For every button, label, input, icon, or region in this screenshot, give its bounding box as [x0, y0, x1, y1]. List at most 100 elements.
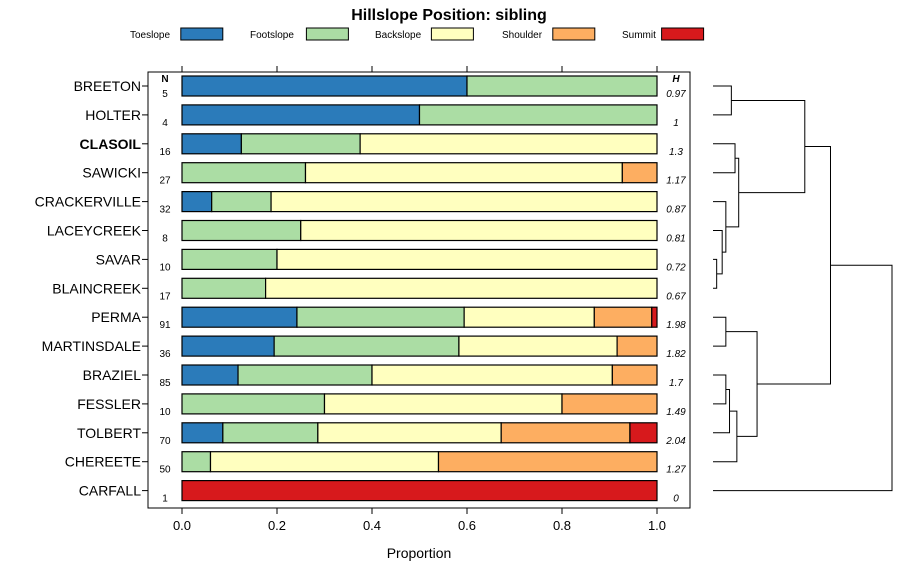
bar-clasoil-footslope — [240, 133, 361, 155]
plot-frame — [147, 71, 691, 509]
legend-item-backslope: Backslope — [375, 27, 474, 41]
row-h: 0.87 — [666, 205, 686, 216]
row-name: PERMA — [91, 309, 141, 325]
dendrogram-link-10 — [713, 410, 738, 463]
bar-braziel-footslope — [237, 364, 373, 386]
dendrogram-link-9 — [713, 388, 731, 434]
dendrogram-link-3 — [713, 143, 736, 174]
dendrogram-link-6 — [731, 99, 806, 194]
legend-swatch-summit — [661, 27, 705, 41]
dendrogram-link-7 — [713, 316, 727, 347]
row-n: 50 — [159, 465, 171, 476]
bar-sawicki-footslope — [181, 162, 307, 184]
bar-sawicki-shoulder — [621, 162, 658, 184]
bar-fessler-shoulder — [561, 393, 658, 415]
bar-perma-summit — [651, 306, 658, 328]
dendrogram — [713, 85, 893, 492]
rows: BREETON 5 0.97 HOLTER 4 1 CLASOIL 16 1.3 SAWICKI 2… — [35, 75, 686, 505]
bar-tolbert-footslope — [222, 422, 319, 444]
dendrogram-link-12 — [757, 146, 831, 385]
row-name: CRACKERVILLE — [35, 194, 141, 210]
row-h: 1.17 — [666, 176, 686, 187]
row-clasoil: CLASOIL 16 1.3 — [80, 133, 683, 158]
bar-tolbert-toeslope — [181, 422, 224, 444]
row-n: 91 — [159, 320, 171, 331]
row-sawicki: SAWICKI 27 1.17 — [82, 162, 686, 187]
row-h: 0.97 — [666, 89, 686, 100]
row-name: TOLBERT — [77, 425, 142, 441]
legend-swatch-backslope — [430, 27, 474, 41]
row-name: BLAINCREEK — [52, 280, 141, 296]
row-name: CARFALL — [79, 483, 141, 499]
row-name: HOLTER — [85, 107, 141, 123]
bar-laceycreek-footslope — [181, 219, 302, 242]
bar-martinsdale-footslope — [273, 335, 460, 357]
row-h: 1.49 — [666, 407, 686, 418]
row-crackerville: CRACKERVILLE 32 0.87 — [35, 191, 686, 216]
bar-clasoil-backslope — [359, 133, 658, 155]
row-h: 0 — [673, 494, 679, 505]
chart-title: Hillslope Position: sibling — [351, 7, 547, 24]
row-n: 32 — [159, 205, 171, 216]
row-laceycreek: LACEYCREEK 8 0.81 — [47, 219, 686, 245]
dendrogram-link-0 — [713, 258, 718, 289]
row-n: 17 — [159, 291, 171, 302]
row-savar: SAVAR 10 0.72 — [96, 248, 686, 273]
row-name: BRAZIEL — [83, 367, 142, 383]
row-n: 85 — [159, 378, 171, 389]
bar-perma-backslope — [463, 306, 595, 328]
row-n: 5 — [162, 89, 168, 100]
bar-carfall-summit — [181, 480, 658, 502]
bar-braziel-backslope — [371, 364, 613, 386]
row-h: 0.72 — [666, 262, 686, 273]
row-blaincreek: BLAINCREEK 17 0.67 — [52, 277, 686, 302]
row-martinsdale: MARTINSDALE 36 1.82 — [42, 335, 686, 360]
bar-blaincreek-footslope — [181, 277, 267, 299]
dendrogram-link-1 — [713, 230, 723, 275]
row-n: 36 — [159, 349, 171, 360]
dendrogram-link-2 — [713, 201, 727, 253]
bar-braziel-toeslope — [181, 364, 239, 386]
row-h: 1.82 — [666, 349, 686, 360]
x-axis: 0.0 0.2 0.4 0.6 0.8 1.0 — [173, 66, 666, 533]
row-n: 10 — [159, 262, 171, 273]
dendrogram-link-11 — [725, 331, 758, 437]
row-holter: HOLTER 4 1 — [85, 104, 679, 129]
legend-label-summit: Summit — [622, 30, 656, 41]
x-tick-label-5: 1.0 — [648, 518, 666, 533]
row-name: MARTINSDALE — [42, 338, 141, 354]
row-h: 0.81 — [666, 234, 685, 245]
bar-holter-footslope — [418, 104, 658, 126]
bar-tolbert-backslope — [317, 422, 502, 444]
bar-perma-toeslope — [181, 306, 298, 328]
bar-holter-toeslope — [181, 104, 421, 126]
legend-item-toeslope: Toeslope — [130, 27, 224, 41]
row-name: CHEREETE — [65, 454, 141, 470]
legend-item-shoulder: Shoulder — [502, 27, 596, 41]
bar-sawicki-backslope — [304, 162, 623, 184]
legend-label-shoulder: Shoulder — [502, 30, 543, 41]
legend-item-footslope: Footslope — [250, 27, 349, 41]
bar-clasoil-toeslope — [181, 133, 242, 155]
bar-tolbert-shoulder — [500, 422, 631, 444]
bar-martinsdale-shoulder — [616, 335, 658, 357]
bar-blaincreek-backslope — [265, 277, 658, 299]
legend-swatch-toeslope — [180, 27, 224, 41]
row-carfall: CARFALL 1 0 — [79, 480, 679, 505]
bar-martinsdale-toeslope — [181, 335, 275, 357]
row-name: SAWICKI — [82, 165, 141, 181]
bar-braziel-shoulder — [611, 364, 658, 386]
row-n: 27 — [159, 176, 171, 187]
legend-label-footslope: Footslope — [250, 30, 294, 41]
row-n: 8 — [162, 234, 168, 245]
x-tick-label-1: 0.2 — [268, 518, 286, 533]
bar-laceycreek-backslope — [300, 219, 658, 242]
bar-crackerville-toeslope — [181, 191, 213, 213]
legend: Toeslope Footslope Backslope Shoulder Summit — [130, 27, 705, 41]
row-h: 1.7 — [669, 378, 683, 389]
row-breeton: BREETON 5 0.97 — [74, 75, 686, 100]
row-h: 1.98 — [666, 320, 686, 331]
bar-crackerville-backslope — [270, 191, 658, 213]
row-fessler: FESSLER 10 1.49 — [77, 393, 686, 418]
